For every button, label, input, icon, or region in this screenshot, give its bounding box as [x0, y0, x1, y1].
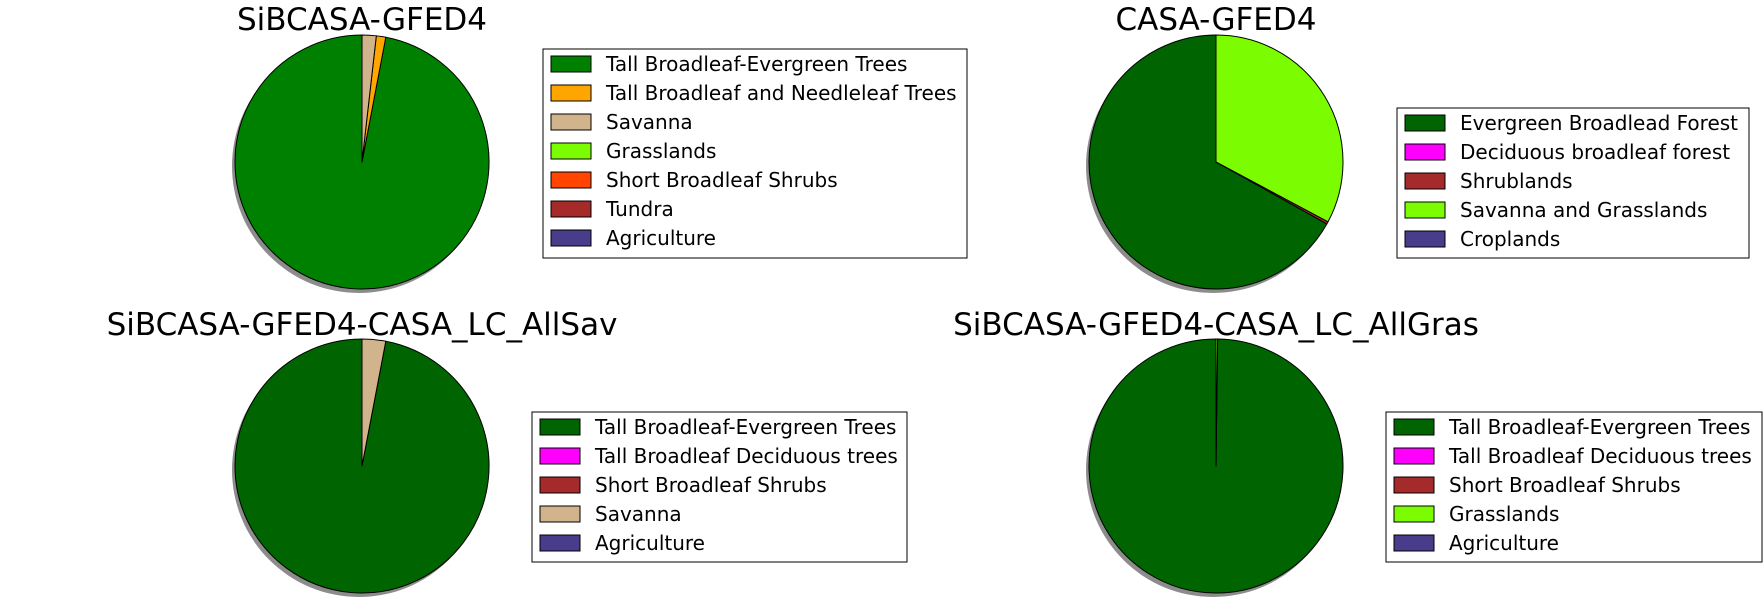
legend-swatch: [1404, 172, 1446, 190]
legend-swatch: [1393, 534, 1435, 552]
legend-label: Evergreen Broadlead Forest: [1460, 111, 1738, 135]
legend-swatch: [550, 84, 592, 102]
legend-swatch: [539, 534, 581, 552]
legend-label: Shrublands: [1460, 169, 1573, 193]
legend-label: Agriculture: [1449, 531, 1559, 555]
legend-swatch: [1393, 505, 1435, 523]
chart-legend: Evergreen Broadlead Forest Deciduous broa…: [1396, 107, 1750, 259]
pie-chart-2: CASA-GFED4 Evergreen Broadlead Forest Deci…: [1086, 2, 1750, 293]
legend-label: Grasslands: [606, 139, 716, 163]
legend-label: Savanna: [595, 502, 682, 526]
legend-swatch: [1404, 114, 1446, 132]
legend-swatch: [1393, 476, 1435, 494]
legend-label: Tall Broadleaf Deciduous trees: [594, 444, 898, 468]
legend-swatch: [1404, 143, 1446, 161]
legend-swatch: [550, 229, 592, 247]
legend-swatch: [539, 505, 581, 523]
legend-swatch: [550, 142, 592, 160]
legend-label: Tall Broadleaf-Evergreen Trees: [594, 415, 896, 439]
legend-label: Agriculture: [606, 226, 716, 250]
pie-slice: [1215, 34, 1344, 223]
legend-swatch: [550, 200, 592, 218]
legend-label: Tall Broadleaf-Evergreen Trees: [605, 52, 907, 76]
pie-chart-3: SiBCASA-GFED4-CASA_LC_AllSav Tall Broadle…: [107, 307, 908, 597]
legend-swatch: [1393, 447, 1435, 465]
legend-box: [1396, 107, 1750, 259]
legend-swatch: [539, 418, 581, 436]
legend-label: Deciduous broadleaf forest: [1460, 140, 1730, 164]
legend-swatch: [1404, 201, 1446, 219]
chart-title: SiBCASA-GFED4-CASA_LC_AllSav: [107, 307, 618, 343]
legend-label: Croplands: [1460, 227, 1560, 251]
legend-label: Grasslands: [1449, 502, 1559, 526]
legend-label: Short Broadleaf Shrubs: [595, 473, 827, 497]
legend-box: [531, 411, 908, 563]
legend-box: [542, 48, 968, 259]
legend-swatch: [539, 476, 581, 494]
legend-label: Savanna and Grasslands: [1460, 198, 1707, 222]
legend-label: Short Broadleaf Shrubs: [1449, 473, 1681, 497]
legend-label: Tall Broadleaf-Evergreen Trees: [1448, 415, 1750, 439]
legend-box: [1385, 411, 1763, 563]
chart-legend: Tall Broadleaf-Evergreen Trees Tall Broad…: [1385, 411, 1763, 563]
legend-swatch: [550, 113, 592, 131]
pie-chart-1: SiBCASA-GFED4 Tall Broadleaf-Evergreen Tr…: [232, 2, 968, 293]
legend-swatch: [1393, 418, 1435, 436]
legend-swatch: [550, 171, 592, 189]
legend-swatch: [1404, 230, 1446, 248]
pie-slice: [1215, 338, 1219, 467]
pie-slice: [1088, 34, 1328, 290]
chart-title: SiBCASA-GFED4-CASA_LC_AllGras: [953, 307, 1479, 343]
legend-label: Short Broadleaf Shrubs: [606, 168, 838, 192]
pie-slice: [361, 338, 387, 467]
legend-label: Tall Broadleaf Deciduous trees: [1448, 444, 1752, 468]
legend-label: Tundra: [605, 197, 674, 221]
chart-legend: Tall Broadleaf-Evergreen Trees Tall Broad…: [531, 411, 908, 563]
legend-swatch: [550, 55, 592, 73]
legend-label: Agriculture: [595, 531, 705, 555]
legend-label: Tall Broadleaf and Needleleaf Trees: [605, 81, 957, 105]
pie-slice: [361, 34, 377, 163]
chart-title: CASA-GFED4: [1116, 2, 1317, 38]
chart-title: SiBCASA-GFED4: [237, 2, 487, 38]
legend-label: Savanna: [606, 110, 693, 134]
pie-chart-4: SiBCASA-GFED4-CASA_LC_AllGras Tall Broadl…: [953, 307, 1763, 597]
legend-swatch: [539, 447, 581, 465]
chart-legend: Tall Broadleaf-Evergreen Trees Tall Broad…: [542, 48, 968, 259]
